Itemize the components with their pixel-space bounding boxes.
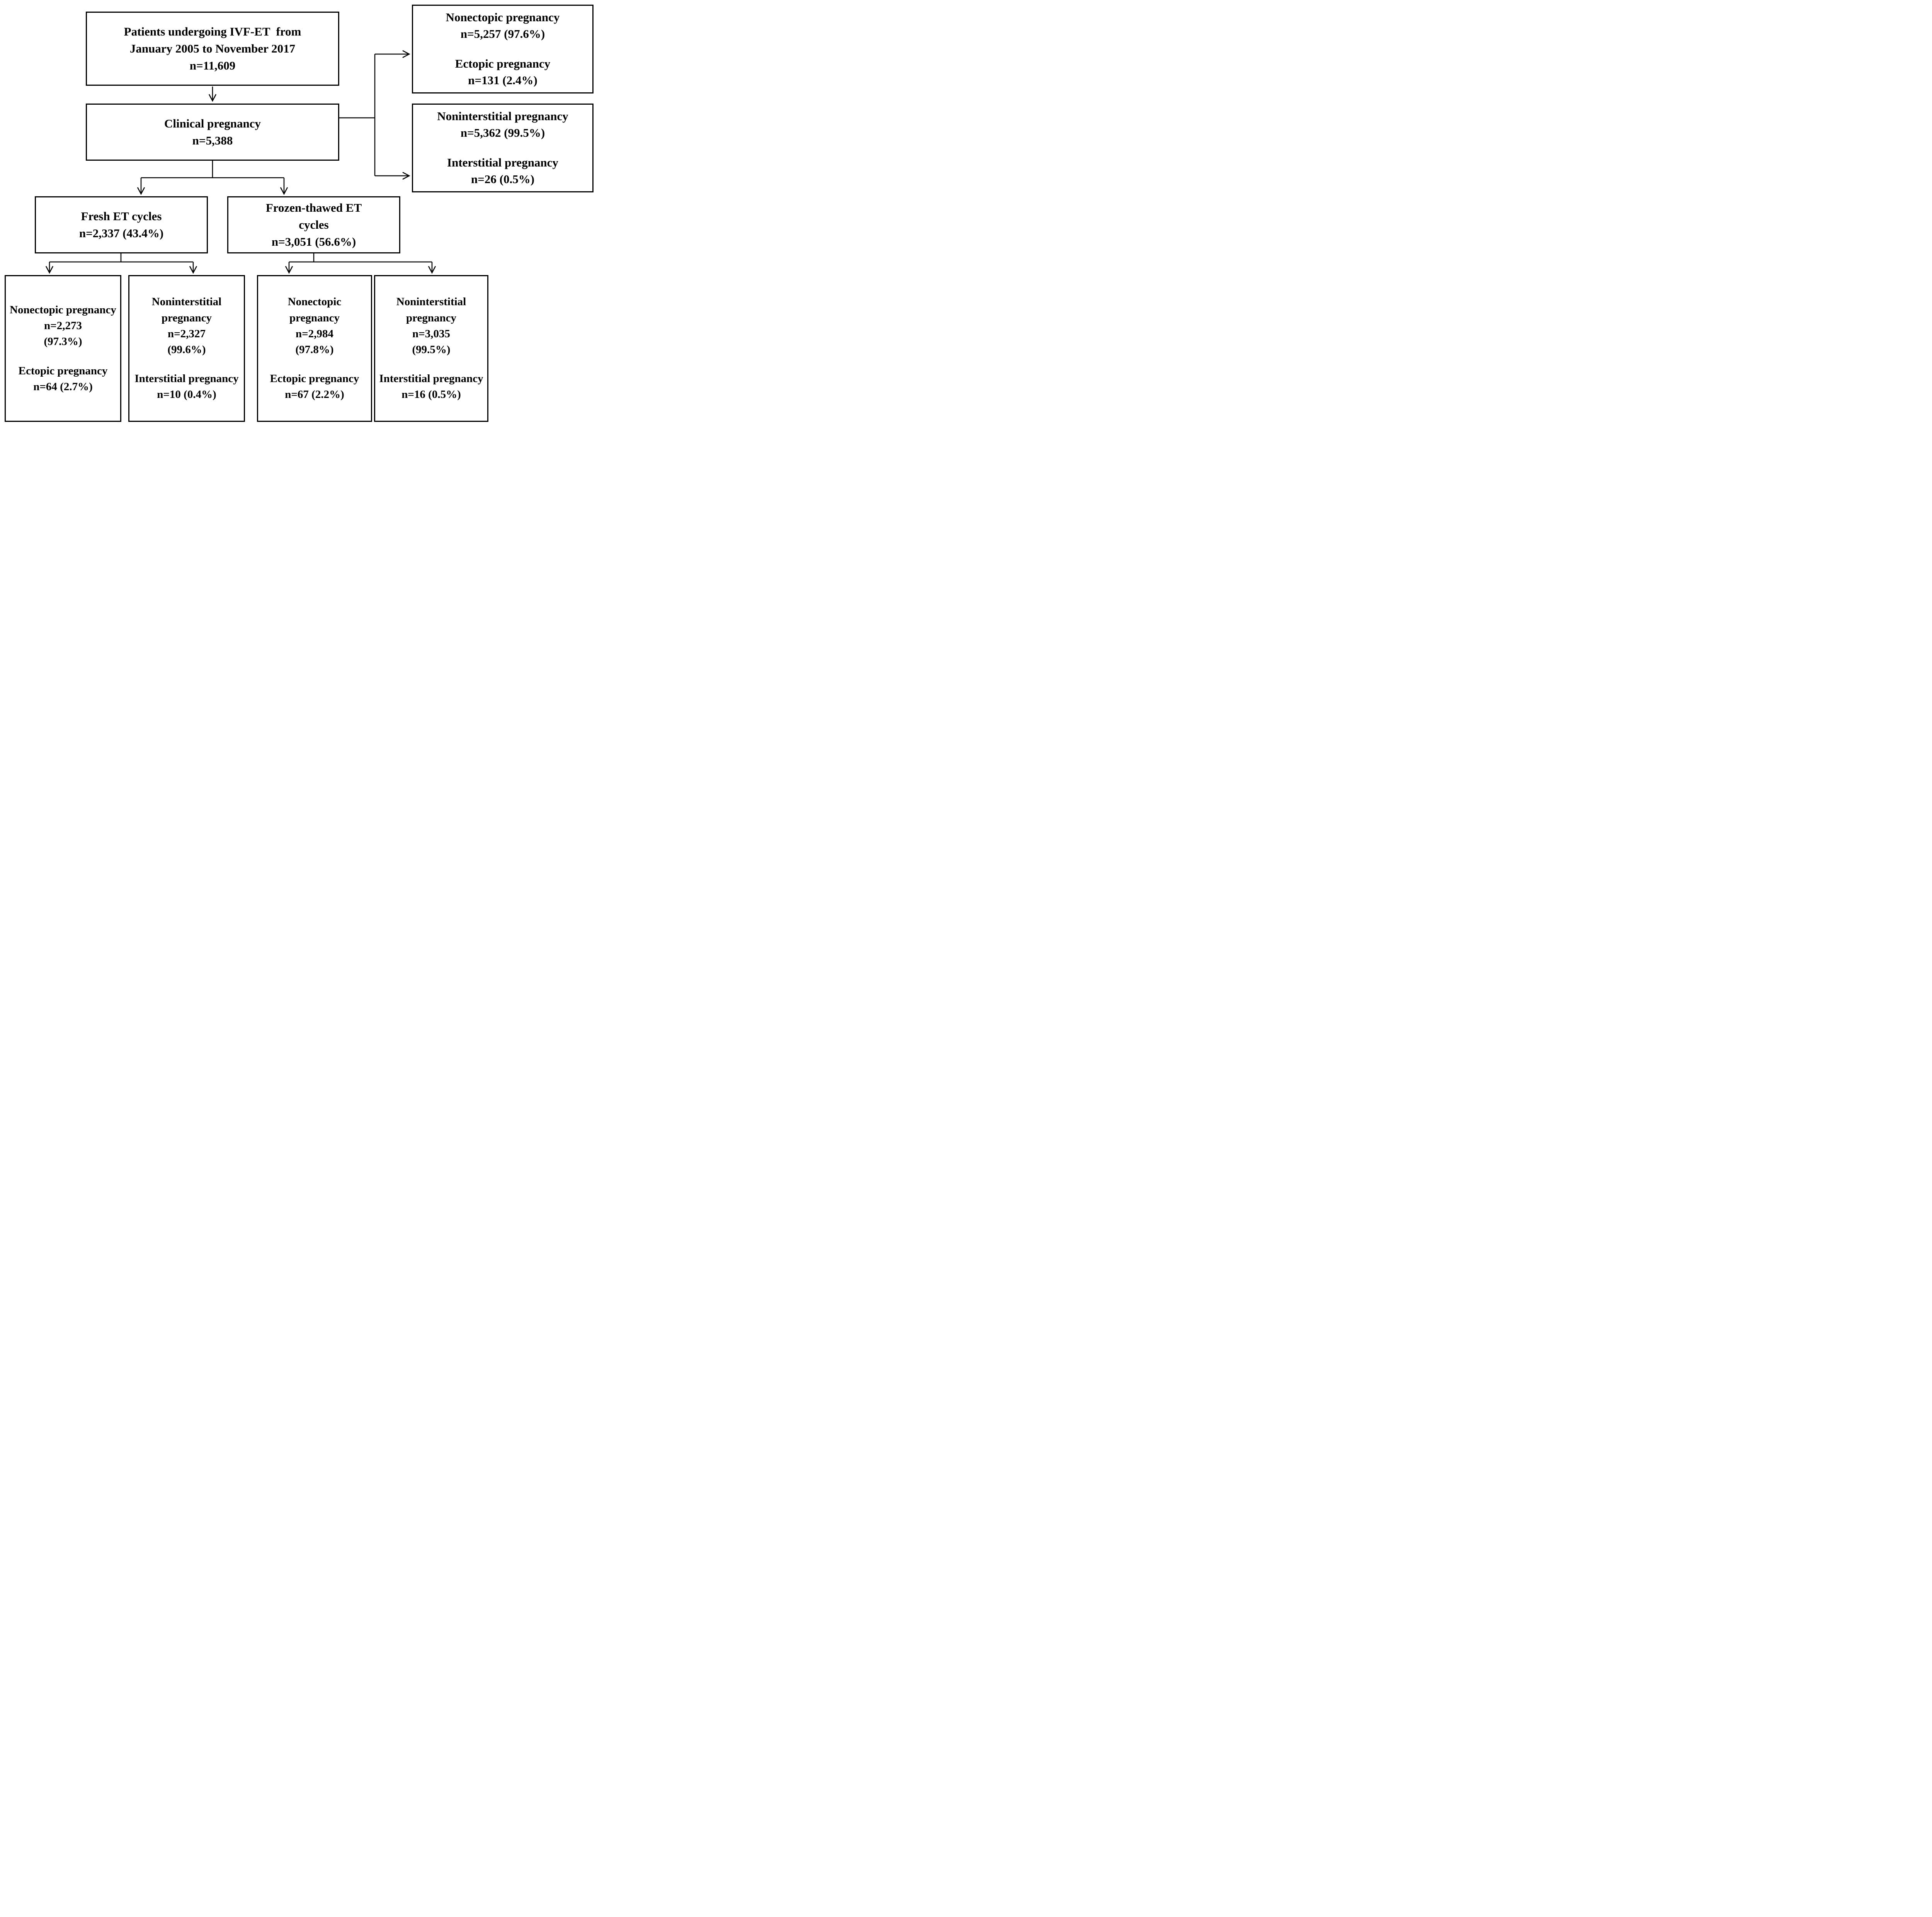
clinical-count: n=5,388 bbox=[192, 134, 233, 147]
fresh-ectopic-label: Ectopic pregnancy bbox=[18, 364, 108, 377]
fresh-nonectopic-label: Nonectopic pregnancy bbox=[10, 304, 116, 316]
fresh-interstitial-count: n=10 (0.4%) bbox=[157, 388, 216, 401]
box-fresh-et: Fresh ET cycles n=2,337 (43.4%) bbox=[35, 196, 208, 253]
box-overall-ectopic: Nonectopic pregnancy n=5,257 (97.6%) Ect… bbox=[412, 5, 594, 93]
fresh-nonectopic-percent: (97.3%) bbox=[44, 335, 82, 348]
frozen-ectopic-count: n=67 (2.2%) bbox=[285, 388, 344, 401]
fresh-et-label: Fresh ET cycles bbox=[81, 209, 162, 223]
fresh-noninterstitial-count: n=2,327 bbox=[168, 327, 206, 340]
clinical-label: Clinical pregnancy bbox=[164, 116, 261, 130]
overall-interstitial-count: n=26 (0.5%) bbox=[471, 172, 535, 186]
box-frozen-ectopic: Nonectopic pregnancy n=2,984 (97.8%) Ect… bbox=[257, 275, 372, 422]
patients-count: n=11,609 bbox=[189, 59, 236, 72]
flowchart: Patients undergoing IVF-ET from January … bbox=[0, 0, 595, 425]
frozen-et-count: n=3,051 (56.6%) bbox=[271, 235, 356, 249]
fresh-interstitial-label: Interstitial pregnancy bbox=[134, 372, 239, 385]
overall-ectopic-label: Ectopic pregnancy bbox=[455, 57, 551, 70]
patients-title-line1: Patients undergoing IVF-ET from bbox=[124, 24, 301, 38]
box-patients: Patients undergoing IVF-ET from January … bbox=[86, 12, 339, 86]
box-fresh-ectopic: Nonectopic pregnancy n=2,273 (97.3%) Ect… bbox=[5, 275, 121, 422]
fresh-noninterstitial-label: Noninterstitial pregnancy bbox=[151, 296, 224, 324]
frozen-et-label-line2: cycles bbox=[299, 218, 329, 231]
frozen-noninterstitial-label: Noninterstitial pregnancy bbox=[396, 296, 469, 324]
overall-noninterstitial-count: n=5,362 (99.5%) bbox=[460, 126, 545, 140]
fresh-noninterstitial-percent: (99.6%) bbox=[167, 343, 206, 356]
box-fresh-interstitial: Noninterstitial pregnancy n=2,327 (99.6%… bbox=[128, 275, 245, 422]
box-frozen-et: Frozen-thawed ET cycles n=3,051 (56.6%) bbox=[227, 196, 400, 253]
frozen-interstitial-label: Interstitial pregnancy bbox=[379, 372, 483, 385]
frozen-nonectopic-count: n=2,984 bbox=[296, 327, 333, 340]
frozen-noninterstitial-percent: (99.5%) bbox=[412, 343, 451, 356]
frozen-noninterstitial-count: n=3,035 bbox=[412, 327, 450, 340]
overall-nonectopic-label: Nonectopic pregnancy bbox=[446, 10, 560, 24]
frozen-ectopic-label: Ectopic pregnancy bbox=[270, 372, 359, 385]
patients-title-line2: January 2005 to November 2017 bbox=[129, 41, 296, 55]
frozen-et-label-line1: Frozen-thawed ET bbox=[265, 201, 362, 214]
frozen-interstitial-count: n=16 (0.5%) bbox=[401, 388, 461, 401]
overall-nonectopic-count: n=5,257 (97.6%) bbox=[460, 27, 545, 41]
box-overall-interstitial: Noninterstitial pregnancy n=5,362 (99.5%… bbox=[412, 104, 594, 192]
fresh-et-count: n=2,337 (43.4%) bbox=[79, 226, 164, 240]
box-frozen-interstitial: Noninterstitial pregnancy n=3,035 (99.5%… bbox=[374, 275, 488, 422]
frozen-nonectopic-label: Nonectopic pregnancy bbox=[287, 296, 344, 324]
overall-noninterstitial-label: Noninterstitial pregnancy bbox=[437, 109, 568, 123]
frozen-nonectopic-percent: (97.8%) bbox=[295, 343, 334, 356]
box-clinical-pregnancy: Clinical pregnancy n=5,388 bbox=[86, 104, 339, 161]
fresh-nonectopic-count: n=2,273 bbox=[44, 320, 82, 332]
overall-ectopic-count: n=131 (2.4%) bbox=[468, 73, 537, 87]
overall-interstitial-label: Interstitial pregnancy bbox=[447, 156, 558, 169]
fresh-ectopic-count: n=64 (2.7%) bbox=[33, 380, 93, 393]
